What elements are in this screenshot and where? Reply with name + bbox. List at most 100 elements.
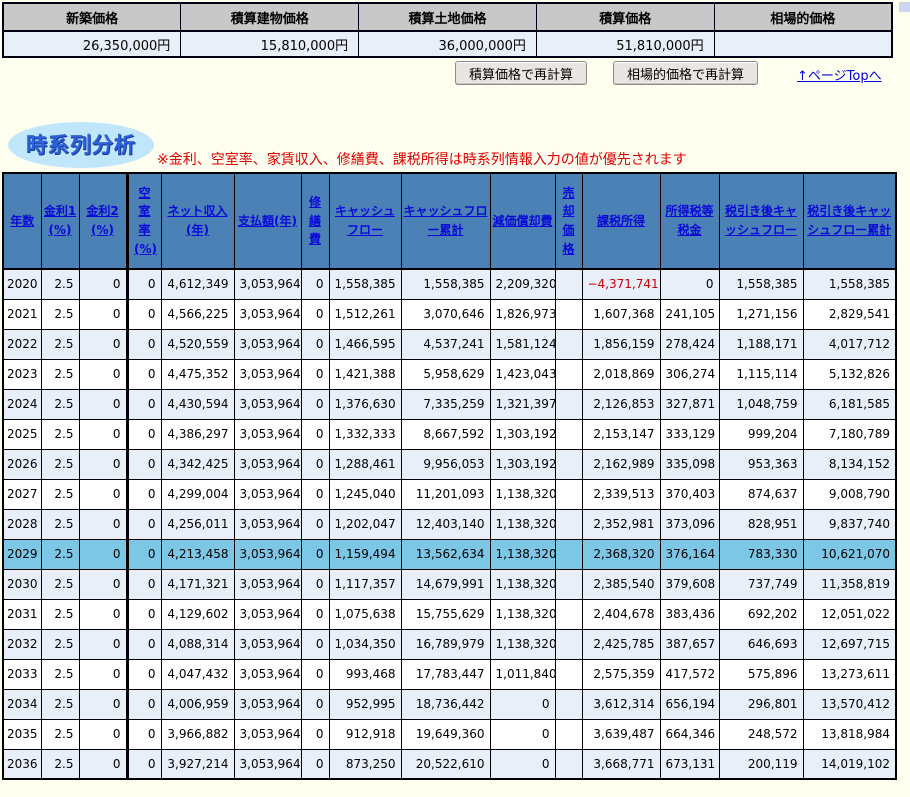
column-header-link[interactable]: キャッシュフロー累計 <box>403 204 488 237</box>
column-header-link[interactable]: 空室率(%) <box>134 185 157 256</box>
value-cell <box>554 748 583 780</box>
column-header-link[interactable]: 所得税等税金 <box>665 204 714 237</box>
year-cell: 2031 <box>2 598 42 630</box>
value-cell: 2.5 <box>40 508 80 540</box>
value-cell: 1,558,385 <box>400 268 491 300</box>
value-cell: 737,749 <box>718 568 804 600</box>
column-header-link[interactable]: 減価償却費 <box>492 213 553 228</box>
timeseries-column-header: 所得税等税金 <box>659 172 720 270</box>
value-cell: 1,138,320 <box>489 598 556 630</box>
timeseries-column-header: 税引き後キャッシュフロー累計 <box>802 172 897 270</box>
value-cell: 13,570,412 <box>802 688 897 720</box>
value-cell: 999,204 <box>718 418 804 450</box>
value-cell: 8,667,592 <box>400 418 491 450</box>
value-cell: 0 <box>300 298 330 330</box>
value-cell: 2.5 <box>40 688 80 720</box>
year-cell: 2022 <box>2 328 42 360</box>
column-header-link[interactable]: 税引き後キャッシュフロー累計 <box>807 204 892 237</box>
value-cell: 1,288,461 <box>328 448 402 480</box>
price-header-cell: 新築価格 <box>2 2 182 32</box>
column-header-link[interactable]: 支払額(年) <box>238 213 297 228</box>
value-cell: 0 <box>126 718 162 750</box>
year-cell: 2029 <box>2 538 42 570</box>
value-cell: 0 <box>126 508 162 540</box>
column-header-link[interactable]: 金利2(%) <box>86 204 119 237</box>
value-cell <box>554 268 583 300</box>
value-cell: 9,956,053 <box>400 448 491 480</box>
year-cell: 2030 <box>2 568 42 600</box>
value-cell: 0 <box>126 538 162 570</box>
value-cell: 11,358,819 <box>802 568 897 600</box>
actions-row: 積算価格で再計算 相場的価格で再計算 ↑ページTopへ <box>0 58 910 88</box>
value-cell: 306,274 <box>659 358 720 390</box>
value-cell: 1,581,124 <box>489 328 556 360</box>
value-cell: 0 <box>126 628 162 660</box>
value-cell: 0 <box>126 658 162 690</box>
value-cell: 14,019,102 <box>802 748 897 780</box>
value-cell: 4,213,458 <box>160 538 235 570</box>
value-cell: 0 <box>78 418 129 450</box>
column-header-link[interactable]: 年数 <box>10 213 35 228</box>
value-cell: 16,789,979 <box>400 628 491 660</box>
value-cell: 383,436 <box>659 598 720 630</box>
value-cell: 1,607,368 <box>581 298 661 330</box>
value-cell: 0 <box>489 748 556 780</box>
timeseries-row-2026: 2026 2.5 0 0 4,342,425 3,053,964 0 1,288,461 9,9… <box>2 448 897 480</box>
timeseries-column-header: ネット収入(年) <box>160 172 235 270</box>
value-cell: 0 <box>126 478 162 510</box>
year-cell: 2027 <box>2 478 42 510</box>
value-cell: 0 <box>126 748 162 780</box>
price-value-cell: 51,810,000円 <box>535 30 715 58</box>
value-cell: 1,115,114 <box>718 358 804 390</box>
value-cell: 2,575,359 <box>581 658 661 690</box>
value-cell: 2,829,541 <box>802 298 897 330</box>
value-cell: 0 <box>300 658 330 690</box>
section-title-timeseries-analysis: 時系列分析 <box>8 122 154 168</box>
value-cell: 1,321,397 <box>489 388 556 420</box>
value-cell: 0 <box>78 568 129 600</box>
timeseries-row-2028: 2028 2.5 0 0 4,256,011 3,053,964 0 1,202,047 12,… <box>2 508 897 540</box>
value-cell: 0 <box>78 478 129 510</box>
value-cell: 1,332,333 <box>328 418 402 450</box>
column-header-link[interactable]: キャッシュフロー <box>334 204 395 237</box>
recalc-assessed-price-button[interactable]: 積算価格で再計算 <box>455 61 588 85</box>
value-cell <box>554 688 583 720</box>
value-cell: 2.5 <box>40 568 80 600</box>
column-header-link[interactable]: 売却価格 <box>562 185 575 256</box>
value-cell: 952,995 <box>328 688 402 720</box>
recalc-market-price-button[interactable]: 相場的価格で再計算 <box>613 61 759 85</box>
value-cell: 3,053,964 <box>233 328 302 360</box>
value-cell: 0 <box>126 448 162 480</box>
value-cell <box>554 628 583 660</box>
value-cell: 2,162,989 <box>581 448 661 480</box>
value-cell: 2,126,853 <box>581 388 661 420</box>
value-cell: 0 <box>78 598 129 630</box>
value-cell: 7,180,789 <box>802 418 897 450</box>
value-cell: 1,558,385 <box>802 268 897 300</box>
value-cell: 646,693 <box>718 628 804 660</box>
value-cell: 1,138,320 <box>489 508 556 540</box>
value-cell: 2,425,785 <box>581 628 661 660</box>
value-cell: 0 <box>126 688 162 720</box>
column-header-link[interactable]: ネット収入(年) <box>167 204 228 237</box>
value-cell: 2.5 <box>40 298 80 330</box>
column-header-link[interactable]: 修繕費 <box>308 195 321 247</box>
value-cell <box>554 448 583 480</box>
value-cell: 10,621,070 <box>802 538 897 570</box>
value-cell: 2,385,540 <box>581 568 661 600</box>
value-cell <box>554 388 583 420</box>
year-cell: 2024 <box>2 388 42 420</box>
timeseries-column-header: 売却価格 <box>554 172 583 270</box>
value-cell: 1,138,320 <box>489 568 556 600</box>
value-cell: 0 <box>300 538 330 570</box>
value-cell: 4,256,011 <box>160 508 235 540</box>
column-header-link[interactable]: 税引き後キャッシュフロー <box>724 204 797 237</box>
value-cell: 0 <box>126 598 162 630</box>
timeseries-column-header: 空室率(%) <box>126 172 162 270</box>
timeseries-row-2022: 2022 2.5 0 0 4,520,559 3,053,964 0 1,466,595 4,5… <box>2 328 897 360</box>
column-header-link[interactable]: 課税所得 <box>596 213 645 228</box>
column-header-link[interactable]: 金利1(%) <box>43 204 77 237</box>
value-cell: 673,131 <box>659 748 720 780</box>
value-cell: 9,008,790 <box>802 478 897 510</box>
page-top-link[interactable]: ↑ページTopへ <box>797 69 882 84</box>
